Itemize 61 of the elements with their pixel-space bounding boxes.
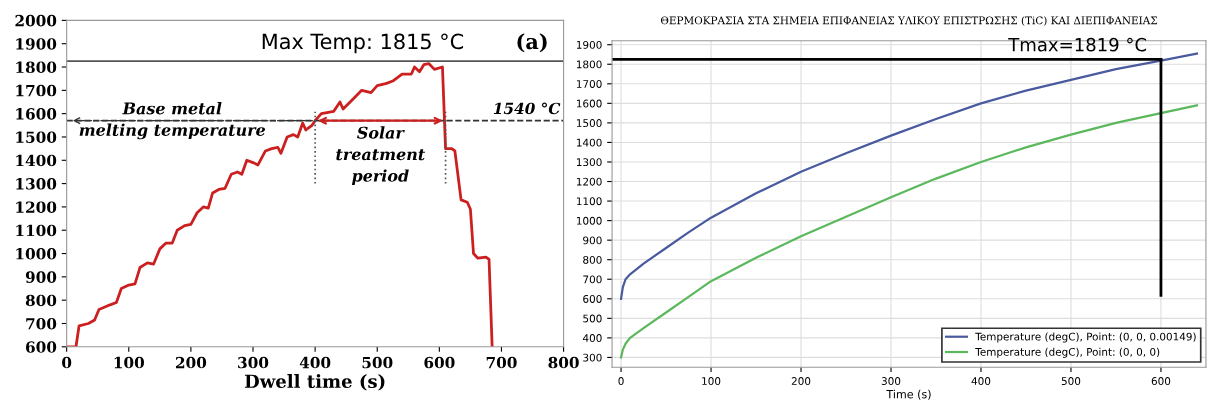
x-tick-label: 0 — [618, 377, 624, 385]
annotation: Solar treatment period — [336, 126, 426, 185]
line-series — [619, 52, 1199, 300]
y-tick-label: 1900 — [576, 40, 602, 49]
line-series — [619, 104, 1199, 359]
x-tick-label: 400 — [971, 377, 991, 385]
y-tick-label: 700 — [583, 275, 602, 284]
x-axis-title: Dwell time (s) — [244, 374, 385, 391]
y-tick-label: 1700 — [576, 80, 602, 88]
x-tick-label: 200 — [791, 377, 811, 385]
y-tick-label: 1600 — [576, 99, 602, 108]
y-tick-label: 1100 — [576, 197, 602, 206]
x-tick-label: 100 — [114, 356, 144, 369]
x-tick-label: 400 — [299, 356, 331, 369]
y-tick-label: 1800 — [16, 61, 57, 74]
y-tick-label: 1200 — [16, 201, 57, 213]
x-tick-label: 200 — [175, 356, 207, 369]
y-tick-label: 1700 — [16, 84, 57, 97]
y-tick-label: 1300 — [576, 158, 602, 167]
line-series — [66, 62, 494, 347]
y-tick-label: 1800 — [576, 60, 602, 69]
y-tick-label: 900 — [25, 271, 57, 283]
x-tick-label: 300 — [238, 356, 269, 369]
y-tick-label: 1000 — [16, 248, 57, 260]
y-tick-label: 800 — [583, 255, 602, 264]
y-tick-label: 2000 — [15, 14, 57, 27]
y-tick-label: 500 — [583, 314, 602, 323]
y-tick-label: 1200 — [576, 177, 602, 186]
x-tick-label: 100 — [702, 377, 721, 385]
annotation: (a) — [517, 33, 547, 53]
y-tick-label: 600 — [583, 295, 602, 303]
y-tick-label: 1500 — [16, 131, 57, 143]
x-tick-label: 0 — [62, 356, 72, 369]
x-tick-label: 600 — [424, 356, 455, 369]
y-tick-label: 600 — [26, 341, 57, 353]
x-tick-label: 500 — [1061, 377, 1081, 385]
y-tick-label: 1400 — [576, 138, 602, 147]
x-tick-label: 600 — [1151, 377, 1171, 385]
x-axis-title: Time (s) — [886, 389, 931, 400]
ref-line-label: 1540 °C — [493, 102, 561, 115]
x-tick-label: 700 — [486, 356, 517, 369]
y-tick-label: 900 — [583, 236, 602, 245]
y-tick-label: 1100 — [16, 224, 57, 237]
y-tick-label: 1000 — [576, 216, 602, 225]
y-tick-label: 1600 — [16, 108, 57, 120]
chart-title: ΘΕΡΜΟΚΡΑΣΙΑ ΣΤΑ ΣΗΜΕΙΑ ΕΠΙΦΑΝΕΙΑΣ ΥΛΙΚΟΥ ΕΠΙΣΤΡΩΣΗΣ (TiC) ΚΑΙ ΔΙΕΠΙΦΑΝΕΙΑΣ — [660, 16, 1157, 26]
legend-label: Temperature (degC), Point: (0, 0, 0.00149) — [975, 332, 1196, 343]
annotation: Max Temp: 1815 °C — [262, 33, 464, 54]
y-tick-label: 1900 — [16, 38, 57, 50]
x-tick-label: 800 — [548, 356, 579, 369]
legend-label: Temperature (degC), Point: (0, 0, 0) — [975, 347, 1160, 358]
y-tick-label: 700 — [26, 317, 57, 330]
y-tick-label: 1500 — [576, 119, 602, 127]
annotation: Tmax=1819 °C — [1008, 37, 1147, 52]
y-tick-label: 400 — [582, 334, 602, 342]
y-tick-label: 1400 — [16, 154, 57, 167]
annotation: Base metal melting temperature — [79, 102, 266, 140]
x-tick-label: 500 — [362, 356, 393, 369]
y-tick-label: 800 — [25, 294, 57, 307]
x-tick-label: 300 — [881, 377, 901, 385]
y-tick-label: 1300 — [16, 178, 57, 190]
